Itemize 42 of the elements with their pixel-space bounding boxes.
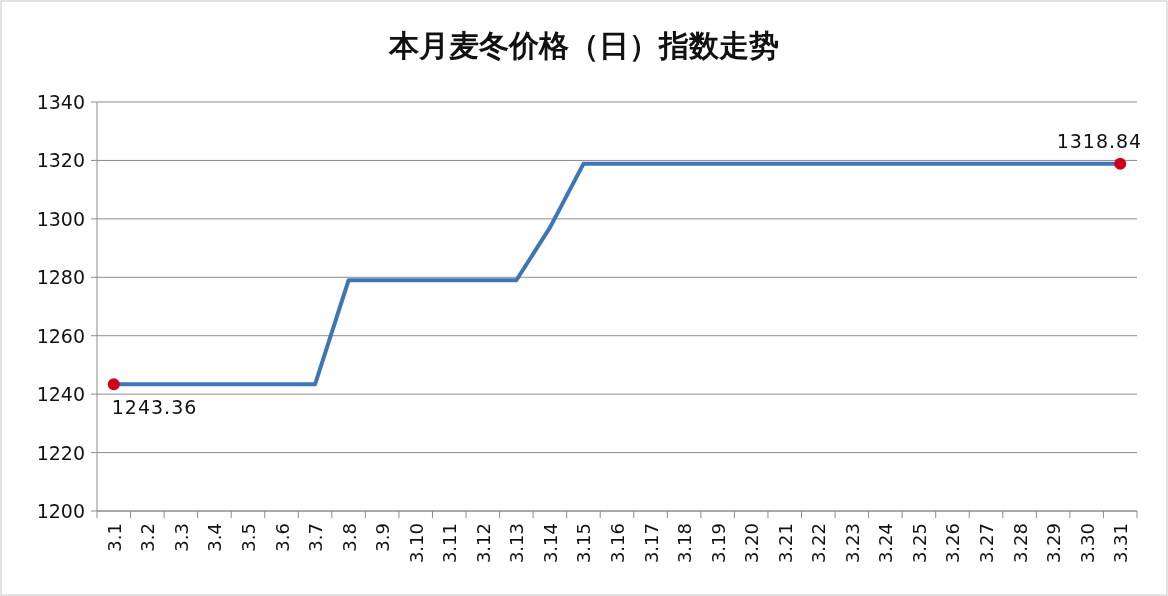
x-tick-label: 3.9 [372, 523, 394, 552]
x-tick-label: 3.14 [539, 523, 561, 564]
x-tick-label: 3.8 [338, 523, 360, 552]
annotation: 1243.36 [111, 396, 198, 419]
x-tick-label: 3.4 [204, 523, 226, 552]
x-tick-label: 3.24 [875, 523, 897, 564]
y-tick-label: 1280 [36, 266, 85, 289]
x-tick-label: 3.18 [674, 523, 696, 564]
y-tick-label: 1320 [36, 149, 85, 172]
x-tick-label: 3.31 [1110, 523, 1132, 564]
x-tick-label: 3.25 [908, 523, 930, 564]
x-tick-label: 3.19 [707, 523, 729, 564]
x-tick-label: 3.20 [741, 523, 763, 564]
x-tick-label: 3.23 [841, 523, 863, 564]
x-tick-label: 3.26 [942, 523, 964, 564]
x-tick-label: 3.15 [573, 523, 595, 564]
x-tick-label: 3.21 [774, 523, 796, 564]
x-tick-label: 3.30 [1076, 523, 1098, 564]
y-tick-label: 1220 [36, 441, 85, 464]
x-tick-label: 3.27 [976, 523, 998, 564]
x-tick-label: 3.28 [1009, 523, 1031, 564]
x-tick-label: 3.1 [103, 523, 125, 552]
x-tick-label: 3.7 [305, 523, 327, 552]
y-tick-label: 1260 [36, 324, 85, 347]
x-tick-label: 3.10 [405, 523, 427, 564]
x-tick-label: 3.16 [607, 523, 628, 564]
x-tick-label: 3.13 [506, 523, 528, 564]
y-tick-label: 1340 [36, 91, 85, 113]
x-tick-label: 3.2 [137, 523, 159, 552]
x-tick-label: 3.6 [271, 523, 293, 552]
x-tick-label: 3.12 [472, 523, 494, 564]
x-tick-label: 3.29 [1043, 523, 1065, 564]
x-tick-label: 3.22 [808, 523, 830, 564]
y-tick-label: 1200 [36, 500, 85, 522]
y-tick-label: 1300 [36, 207, 85, 230]
x-tick-label: 3.17 [640, 523, 662, 564]
x-tick-label: 3.3 [170, 523, 192, 552]
chart-title: 本月麦冬价格（日）指数走势 [388, 28, 779, 63]
y-tick-label: 1240 [36, 383, 85, 406]
x-tick-label: 3.5 [237, 523, 259, 552]
x-tick-label: 3.11 [439, 523, 461, 564]
annotation: 1318.84 [1056, 129, 1143, 152]
